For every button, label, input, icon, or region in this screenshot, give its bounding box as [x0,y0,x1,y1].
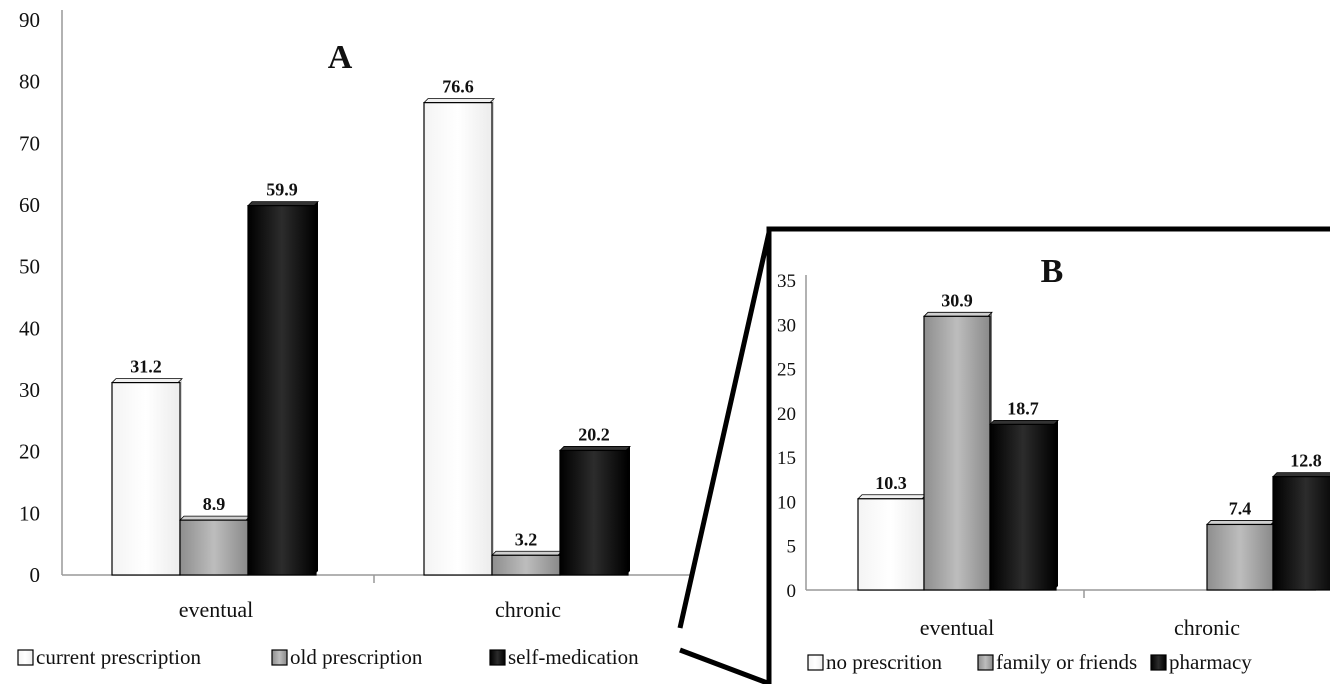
panel-a-y-tick-label: 60 [19,193,40,217]
panel-a-data-label: 8.9 [203,494,226,514]
panel-b-legend-label: no prescrition [826,650,943,674]
panel-a-bar-self-medication [247,205,317,576]
panel-b-category-label: eventual [920,615,995,640]
panel-a-y-tick-label: 90 [19,8,40,32]
panel-a-legend-swatch [17,649,34,666]
panel-a-y-tick-label: 80 [19,70,40,94]
panel-a-y-tick-label: 0 [30,563,41,587]
panel-b-data-label: 7.4 [1229,498,1252,518]
panel-b-legend-label: pharmacy [1169,650,1252,674]
panel-a-legend-label: current prescription [36,645,202,669]
panel-b-legend-swatch [807,654,824,671]
panel-b-bar-pharmacy [989,423,1057,591]
zoom-line-top [677,227,773,629]
panel-a-y-tick-label: 70 [19,131,40,155]
panel-a-bar-old-prescription [491,554,561,576]
panel-a-y-tick-label: 20 [19,440,40,464]
panel-a-bar-current-prescription [423,102,493,576]
panel-a-bar-current-prescription [111,382,181,576]
panel-b-y-tick-label: 25 [777,360,796,381]
panel-a-bar-top [247,201,319,207]
panel-a-y-tick-label: 50 [19,255,40,279]
panel-a-bar-top [559,446,631,451]
panel-a-data-label: 3.2 [515,529,538,549]
panel-b-bar-no-prescrition [857,498,925,591]
panel-b-legend-swatch [1150,654,1167,671]
panel-a-category-label: eventual [179,597,254,622]
panel-b-bar-family-or-friends [1206,523,1274,591]
panel-b-data-label: 10.3 [875,473,907,493]
panel-b-bar-pharmacy [1272,476,1330,591]
panel-a-legend-label: old prescription [290,645,423,669]
panel-b-y-tick-label: 10 [777,492,796,513]
panel-a-data-label: 20.2 [578,424,610,444]
panel-b-y-tick-label: 5 [787,537,797,558]
panel-a-y-tick-label: 10 [19,501,40,525]
chart-panel-a: 0 10 20 30 40 50 60 70 80 90 31.2 8.9 59.9 eventual 76… [17,8,690,669]
panel-a-category-label: chronic [495,597,561,622]
panel-a-y-tick-label: 40 [19,316,40,340]
panel-a-legend-label: self-medication [508,645,639,669]
panel-b-y-tick-label: 35 [777,271,796,292]
panel-b-y-tick-label: 0 [787,581,797,602]
panel-b-y-tick-label: 20 [777,404,796,425]
panel-a-bar-old-prescription [179,519,249,576]
panel-b-category-label: chronic [1174,615,1240,640]
panel-b-data-label: 18.7 [1007,398,1039,418]
panel-b-data-label: 30.9 [941,290,973,310]
panel-a-data-label: 59.9 [266,180,298,200]
panel-a-legend-swatch [271,649,288,666]
panel-a-legend-swatch [489,649,506,666]
panel-b-data-label: 12.8 [1290,451,1322,471]
panel-a-y-tick-label: 30 [19,378,40,402]
panel-b-y-tick-label: 30 [777,315,796,336]
panel-a-title: A [328,39,353,76]
panel-b-y-tick-label: 15 [777,448,796,469]
panel-b-title: B [1041,253,1064,290]
panel-b-bar-top [989,419,1059,425]
panel-b-legend-swatch [977,654,994,671]
zoom-line-bottom [679,647,771,684]
panel-a-data-label: 31.2 [130,357,162,377]
panel-b-bar-top [923,311,993,317]
panel-b-legend-label: family or friends [996,650,1137,674]
chart-panel-b: 0 5 10 15 20 25 30 35 10.3 30.9 18.7 eventual 7.4 12.… [777,253,1330,674]
zoom-connector [677,227,773,684]
panel-b-bar-family-or-friends [923,315,991,591]
panel-a-data-label: 76.6 [442,77,474,97]
panel-a-bar-self-medication [559,449,629,576]
